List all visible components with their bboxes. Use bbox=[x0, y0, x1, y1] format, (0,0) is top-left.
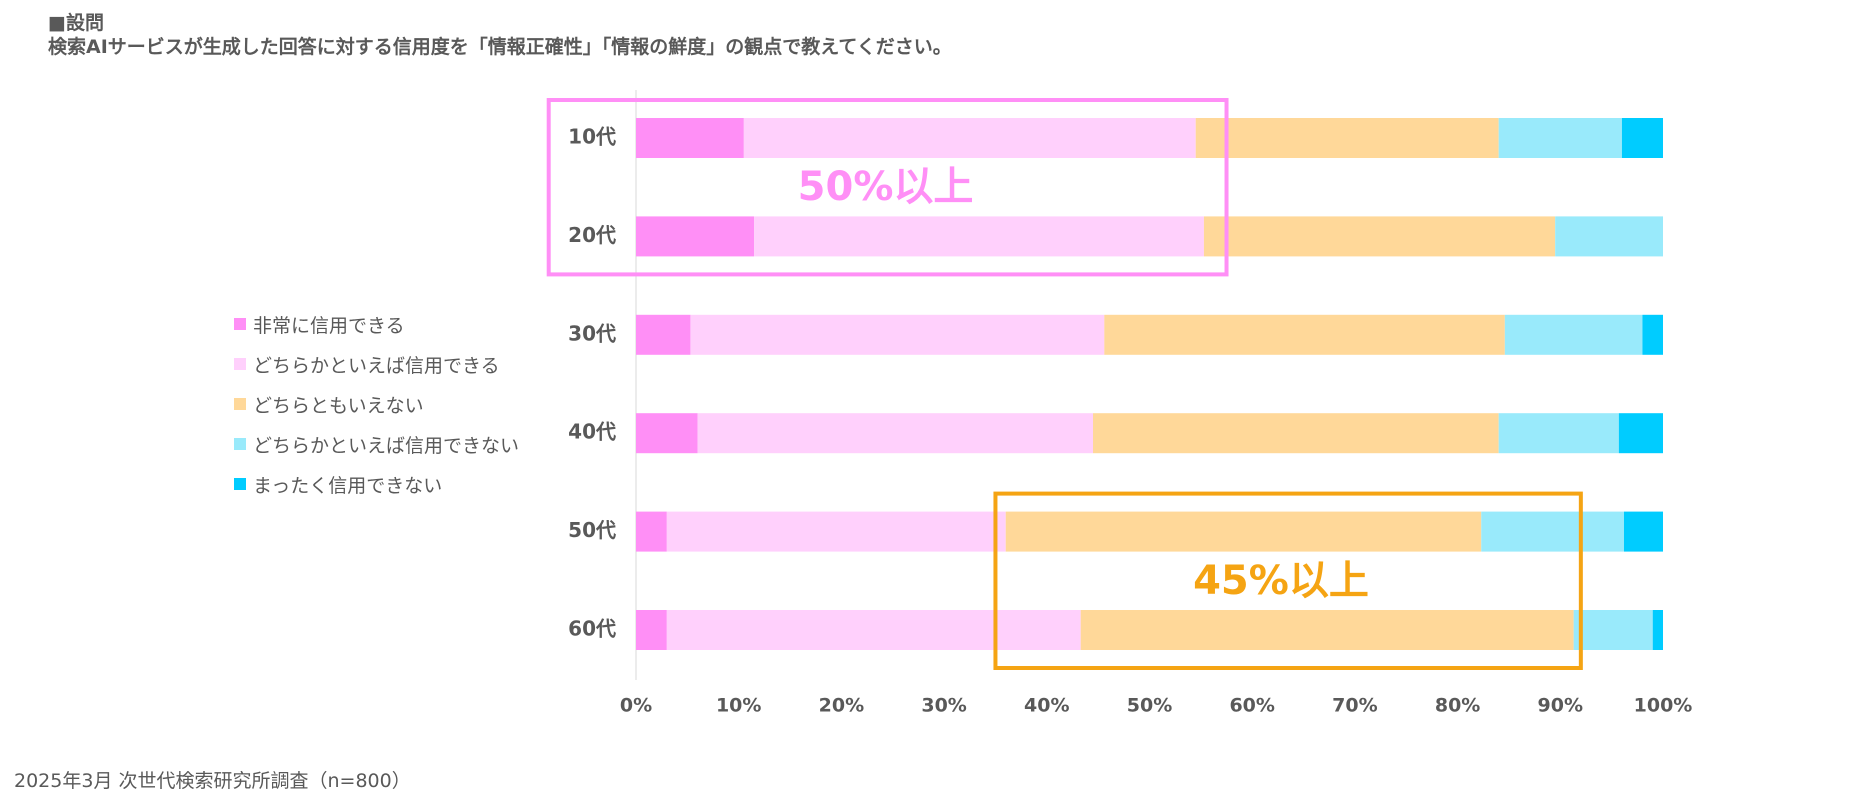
bar-segment bbox=[666, 610, 1081, 650]
x-tick-label: 10% bbox=[716, 695, 761, 717]
category-label: 50代 bbox=[568, 518, 616, 542]
legend-swatch bbox=[234, 438, 246, 450]
legend-label: どちらかといえば信用できない bbox=[253, 434, 520, 457]
bar-segment bbox=[1498, 118, 1622, 158]
legend-label: どちらともいえない bbox=[253, 394, 424, 417]
bar-segment bbox=[1623, 511, 1663, 552]
bar-segment bbox=[1080, 610, 1574, 650]
bar-segment bbox=[636, 610, 667, 650]
x-tick-label: 60% bbox=[1229, 695, 1274, 717]
category-label: 20代 bbox=[568, 223, 616, 247]
legend-item: 非常に信用できる bbox=[234, 304, 519, 344]
category-label: 60代 bbox=[568, 617, 616, 641]
chart-legend: 非常に信用できるどちらかといえば信用できる どちらともいえないどちらかといえば信用… bbox=[234, 304, 519, 504]
bar-segment bbox=[1005, 511, 1482, 552]
question-header: ■設問 bbox=[48, 12, 104, 34]
legend-swatch bbox=[234, 318, 246, 330]
x-tick-label: 20% bbox=[819, 695, 864, 717]
bar-segment bbox=[636, 216, 755, 257]
bar-segment bbox=[636, 118, 744, 158]
category-label: 30代 bbox=[568, 321, 616, 345]
x-tick-label: 50% bbox=[1127, 695, 1172, 717]
bar-segment bbox=[636, 413, 698, 454]
legend-label: まったく信用できない bbox=[253, 474, 443, 497]
annotation-label: 50%以上 bbox=[798, 164, 974, 210]
bar-segment bbox=[636, 314, 691, 355]
legend-swatch bbox=[234, 398, 246, 410]
bar-segment bbox=[697, 413, 1094, 454]
bar-segment bbox=[1621, 118, 1663, 158]
legend-swatch bbox=[234, 358, 246, 370]
bar-segment bbox=[754, 216, 1204, 257]
x-tick-label: 80% bbox=[1435, 695, 1480, 717]
annotation-label: 45%以上 bbox=[1193, 558, 1369, 604]
question-text: 検索AIサービスが生成した回答に対する信用度を「情報正確性」「情報の鮮度」の観点… bbox=[48, 36, 952, 58]
legend-label: 非常に信用できる bbox=[253, 314, 405, 337]
bar-segment bbox=[1652, 610, 1663, 650]
annotation-box bbox=[993, 491, 1583, 670]
x-tick-label: 70% bbox=[1332, 695, 1377, 717]
bar-segment bbox=[1104, 314, 1505, 355]
stacked-bar-chart: 10代 20代 30代 40代 50代 60代 0% 10% 20% 30% 40% 50% 60% 70… bbox=[546, 90, 1693, 717]
x-tick-label: 90% bbox=[1538, 695, 1583, 717]
legend-item: どちらともいえない bbox=[234, 384, 519, 424]
legend-item: まったく信用できない bbox=[234, 464, 519, 504]
bar-segment bbox=[690, 314, 1105, 355]
x-tick-label: 40% bbox=[1024, 695, 1069, 717]
bar-segment bbox=[1504, 314, 1643, 355]
legend-swatch bbox=[234, 478, 246, 490]
bar-segment bbox=[743, 118, 1196, 158]
bar-segment bbox=[1555, 216, 1663, 257]
bar-segment bbox=[1481, 511, 1624, 552]
bar-segment bbox=[666, 511, 1006, 552]
category-label: 40代 bbox=[568, 420, 616, 444]
x-tick-label: 0% bbox=[620, 695, 652, 717]
bar-segment bbox=[1498, 413, 1619, 454]
bar-segment bbox=[636, 511, 667, 552]
legend-item: どちらかといえば信用できない bbox=[234, 424, 519, 464]
bar-segment bbox=[1195, 118, 1499, 158]
bar-segment bbox=[1618, 413, 1663, 454]
bar-segment bbox=[1093, 413, 1499, 454]
category-label: 10代 bbox=[568, 125, 616, 149]
bar-segment bbox=[1203, 216, 1556, 257]
bar-segment bbox=[1573, 610, 1653, 650]
source-note: 2025年3月 次世代検索研究所調査（n=800） bbox=[14, 770, 411, 792]
annotation-box bbox=[546, 98, 1229, 277]
legend-label: どちらかといえば信用できる bbox=[253, 354, 500, 377]
legend-item: どちらかといえば信用できる bbox=[234, 344, 519, 384]
x-tick-label: 30% bbox=[921, 695, 966, 717]
bar-segment bbox=[1642, 314, 1663, 355]
x-tick-label: 100% bbox=[1634, 695, 1693, 717]
